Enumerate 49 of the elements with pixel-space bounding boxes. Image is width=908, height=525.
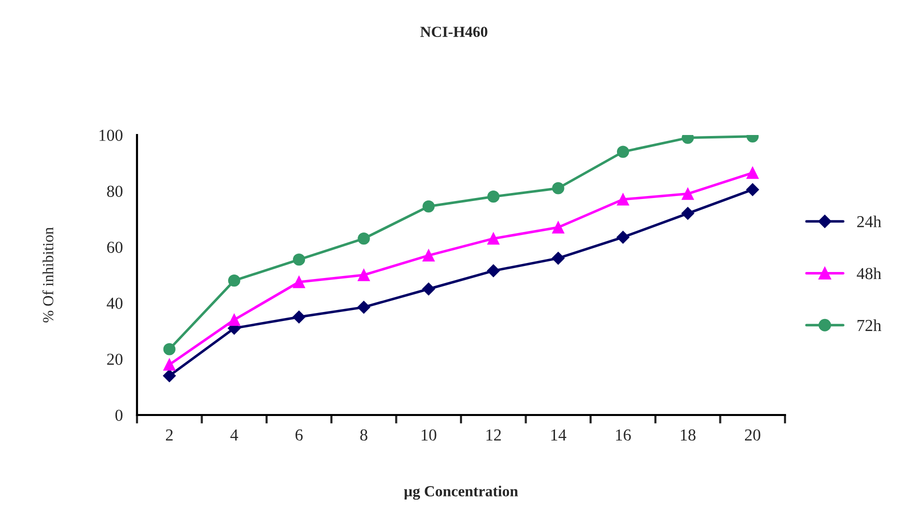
legend-label: 24h — [857, 216, 882, 228]
point — [292, 254, 306, 266]
point — [681, 206, 694, 220]
x-tick-label: 14 — [551, 429, 566, 440]
y-tick-label: 40 — [106, 298, 122, 309]
legend-label: 48h — [856, 267, 882, 280]
x-tick-label: 4 — [230, 429, 238, 440]
y-tick-label: 20 — [107, 354, 122, 365]
point — [552, 182, 564, 194]
point — [616, 146, 630, 158]
legend-label: 72h — [858, 319, 882, 331]
point — [228, 314, 240, 326]
chart-title: NCI-H460 — [420, 26, 488, 37]
x-tick-label: 18 — [680, 429, 696, 441]
x-tick-label: 16 — [616, 429, 631, 441]
point — [228, 274, 240, 287]
point — [292, 276, 306, 288]
point — [358, 268, 370, 282]
point — [162, 369, 176, 382]
x-tick-label: 12 — [486, 429, 501, 440]
point — [422, 282, 436, 296]
point — [358, 232, 370, 245]
y-axis-title: % Of inhibition — [42, 227, 54, 322]
point — [746, 166, 759, 179]
point — [422, 200, 435, 212]
point — [487, 190, 500, 203]
point — [487, 232, 500, 245]
x-tick-label: 2 — [166, 429, 173, 440]
point — [682, 188, 694, 200]
point — [616, 230, 630, 244]
point — [616, 193, 630, 206]
point — [163, 358, 176, 371]
point — [422, 249, 435, 262]
point — [292, 310, 306, 324]
point — [552, 221, 564, 234]
point — [163, 343, 176, 356]
x-axis-title: µg Concentration — [404, 486, 518, 500]
point — [486, 264, 500, 278]
x-tick-label: 8 — [360, 429, 368, 441]
point — [357, 300, 370, 314]
y-tick-label: 0 — [115, 410, 122, 421]
y-tick-label: 60 — [107, 242, 122, 253]
point — [552, 252, 565, 265]
y-tick-label: 80 — [107, 186, 122, 197]
x-tick-label: 6 — [296, 429, 303, 441]
point — [746, 183, 760, 196]
x-tick-label: 20 — [745, 429, 760, 441]
y-tick-label: 100 — [100, 130, 122, 141]
x-tick-label: 10 — [422, 429, 436, 441]
